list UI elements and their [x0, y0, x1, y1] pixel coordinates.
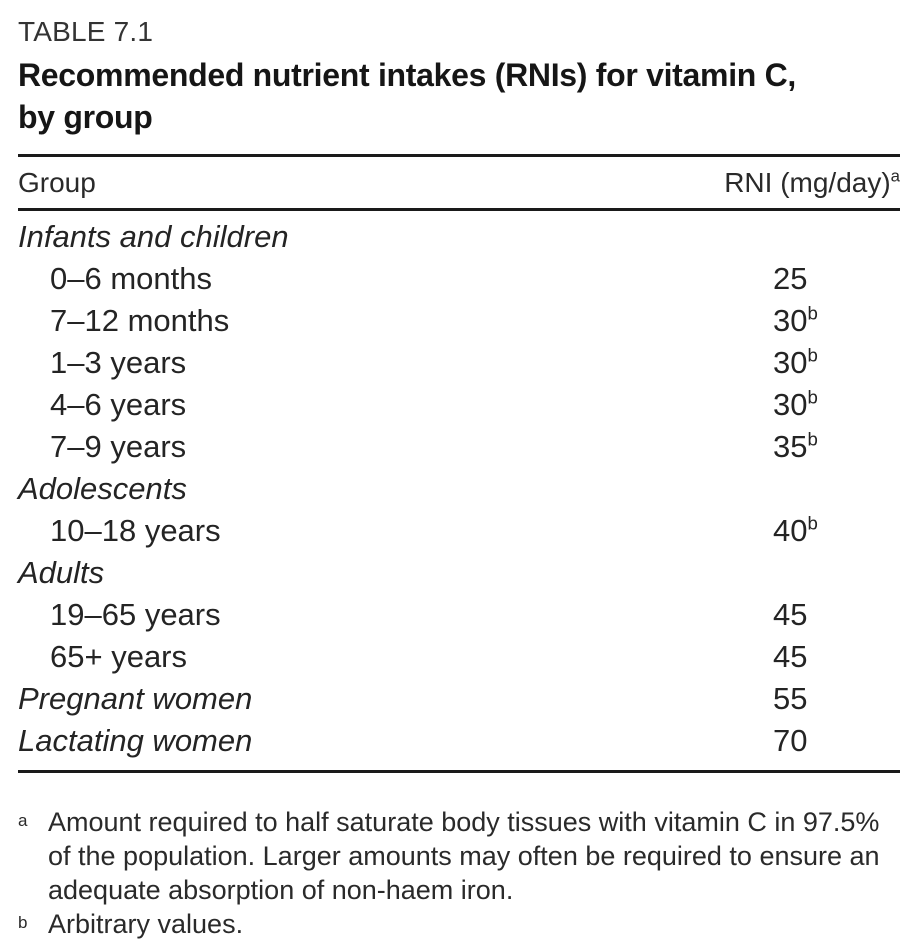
footnote-ref-b: b — [807, 302, 818, 324]
rni-table: Group RNI (mg/day)a Infants and children… — [18, 154, 900, 773]
row-group-label: Adolescents — [18, 471, 187, 506]
row-rni-value: 35b — [773, 428, 818, 464]
row-group-label: Lactating women — [18, 723, 253, 758]
column-header-rni: RNI (mg/day)a — [724, 166, 900, 200]
footnote-text: Arbitrary values. — [48, 909, 244, 939]
table-title-line-2: by group — [18, 99, 153, 135]
table-row: Infants and children — [18, 216, 900, 258]
row-rni-value: 30b — [773, 302, 818, 338]
row-group-label: Pregnant women — [18, 681, 253, 716]
row-rni-value: 25 — [773, 261, 808, 296]
footnote-marker: b — [18, 913, 28, 932]
footnote-ref-a: a — [890, 166, 900, 186]
row-group-label: 4–6 years — [50, 387, 187, 422]
row-group-label: 10–18 years — [50, 513, 221, 548]
table-header-row: Group RNI (mg/day)a — [18, 157, 900, 211]
row-rni-value: 30b — [773, 344, 818, 380]
table-title: Recommended nutrient intakes (RNIs) for … — [18, 54, 900, 138]
table-row: 0–6 months 25 — [18, 258, 900, 300]
table-row: 7–12 months 30b — [18, 300, 900, 342]
row-group-label: 1–3 years — [50, 345, 187, 380]
footnotes-section: a Amount required to half saturate body t… — [18, 805, 884, 941]
table-row: Adolescents — [18, 468, 900, 510]
row-rni-value — [773, 468, 900, 510]
row-rni-value: 70 — [773, 723, 808, 758]
column-header-group: Group — [18, 167, 96, 198]
table-title-line-1: Recommended nutrient intakes (RNIs) for … — [18, 57, 797, 93]
row-group-label: 19–65 years — [50, 597, 221, 632]
footnote-marker: a — [18, 811, 28, 830]
footnote-ref-b: b — [807, 428, 818, 450]
table-row: 19–65 years 45 — [18, 594, 900, 636]
table-row: Pregnant women 55 — [18, 678, 900, 720]
table-row: Lactating women 70 — [18, 720, 900, 762]
footnote: a Amount required to half saturate body t… — [18, 805, 884, 907]
row-rni-value — [773, 216, 900, 258]
table-row: 7–9 years 35b — [18, 426, 900, 468]
row-rni-value: 55 — [773, 681, 808, 716]
table-body: Infants and children 0–6 months 25 7–12 mon… — [18, 211, 900, 773]
row-rni-value — [773, 552, 900, 594]
row-rni-value: 40b — [773, 512, 818, 548]
table-row: 1–3 years 30b — [18, 342, 900, 384]
row-rni-value: 45 — [773, 639, 808, 674]
footnote-ref-b: b — [807, 512, 818, 534]
table-row: 65+ years 45 — [18, 636, 900, 678]
table-row: Adults — [18, 552, 900, 594]
row-group-label: Infants and children — [18, 219, 289, 254]
row-group-label: 7–9 years — [50, 429, 187, 464]
footnote-ref-b: b — [807, 344, 818, 366]
column-header-rni-text: RNI (mg/day) — [724, 167, 891, 198]
table-number-label: TABLE 7.1 — [18, 16, 154, 47]
row-rni-value: 45 — [773, 597, 808, 632]
row-group-label: 65+ years — [50, 639, 188, 674]
table-row: 10–18 years 40b — [18, 510, 900, 552]
table-row: 4–6 years 30b — [18, 384, 900, 426]
row-group-label: 0–6 months — [50, 261, 212, 296]
row-rni-value: 30b — [773, 386, 818, 422]
footnote: b Arbitrary values. — [18, 907, 884, 941]
footnote-ref-b: b — [807, 386, 818, 408]
footnote-text: Amount required to half saturate body ti… — [48, 807, 880, 905]
row-group-label: 7–12 months — [50, 303, 230, 338]
row-group-label: Adults — [18, 555, 105, 590]
